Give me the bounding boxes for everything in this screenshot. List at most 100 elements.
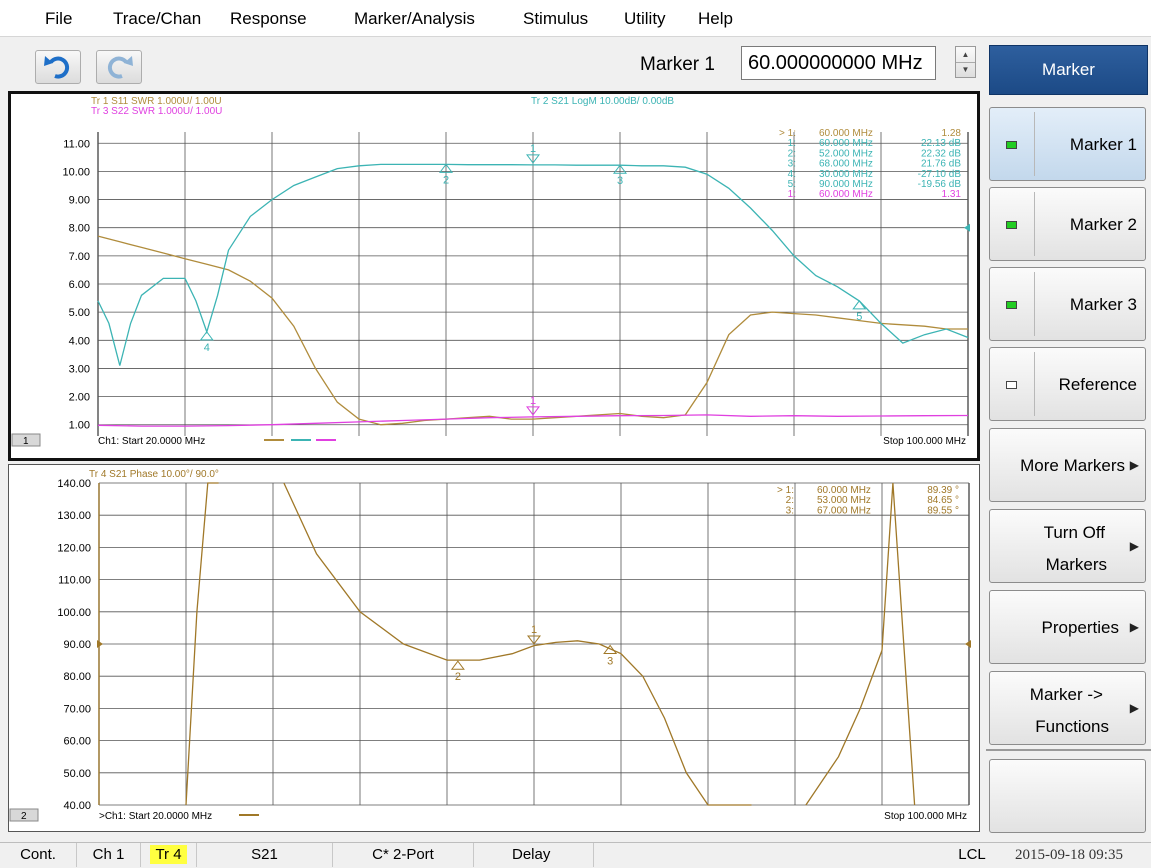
window-number: 1	[23, 436, 29, 447]
y-tick-label: 8.00	[69, 223, 90, 235]
menu-help[interactable]: Help	[698, 9, 733, 28]
y-tick-label: 5.00	[69, 307, 90, 319]
trace-title: Tr 2 S21 LogM 10.00dB/ 0.00dB	[531, 96, 674, 107]
trace-line	[881, 482, 916, 806]
status-parameter[interactable]: S21	[197, 843, 333, 867]
y-tick-label: 130.00	[57, 510, 91, 522]
submenu-arrow-icon: ▶	[1129, 539, 1139, 553]
window-number: 2	[21, 811, 27, 822]
channel-window-1[interactable]: 11.00 10.00 9.00 8.00 7.00 6.00 5.00 4.00 3.00 2.…	[8, 91, 980, 461]
y-tick-label: 60.00	[63, 736, 91, 748]
y-tick-label: 3.00	[69, 363, 90, 375]
marker-1-icon	[527, 635, 541, 645]
marker-1-icon	[526, 154, 540, 164]
y-tick-label: 6.00	[69, 279, 90, 291]
marker-table-freq: 90.000 MHz	[819, 179, 873, 190]
status-calibration[interactable]: C* 2-Port	[333, 843, 474, 867]
softkey-panel: Marker Marker 1 Marker 2 Marker 3 Refere…	[986, 37, 1151, 842]
marker-table-value: 1.28	[942, 128, 962, 139]
menu-response[interactable]: Response	[230, 9, 307, 28]
marker-number: 1	[530, 143, 536, 155]
softkey-label-line1: Marker ->	[1029, 685, 1103, 704]
marker-table-freq: 60.000 MHz	[819, 138, 873, 149]
trace-line	[805, 650, 883, 806]
menu-bar: File Trace/Chan Response Marker/Analysis…	[0, 0, 1151, 37]
spin-down-icon[interactable]: ▼	[961, 65, 970, 74]
chart-window-1: 11.0010.009.008.007.006.005.004.003.002.…	[11, 96, 970, 447]
y-tick-label: 110.00	[58, 575, 91, 587]
y-tick-label: 11.00	[63, 138, 90, 150]
marker-table-value: 84.65 °	[927, 495, 959, 506]
softkey-blank[interactable]	[989, 759, 1146, 833]
marker-table-value: 22.13 dB	[921, 138, 961, 149]
marker-number: 4	[204, 342, 210, 354]
marker-value-spinner[interactable]: ▲ ▼	[955, 46, 976, 78]
softkey-turn-off-markers[interactable]: Turn Off Markers ▶	[989, 509, 1146, 583]
marker-icon	[199, 331, 214, 341]
y-tick-label: 80.00	[63, 671, 91, 683]
softkey-reference[interactable]: Reference	[989, 347, 1146, 421]
channel-window-2[interactable]: 140.00 130.00 120.00 110.00 100.00 90.00 80.00…	[8, 464, 980, 832]
y-tick-label: 100.00	[57, 607, 91, 619]
y-tick-label: 140.00	[57, 478, 91, 490]
menu-marker-analysis[interactable]: Marker/Analysis	[354, 9, 475, 28]
spin-up-icon[interactable]: ▲	[956, 47, 975, 63]
active-trace-highlight: Tr 4	[150, 845, 187, 864]
softkey-marker-functions[interactable]: Marker -> Functions ▶	[989, 671, 1146, 745]
trace-title: Tr 4 S21 Phase 10.00°/ 90.0°	[89, 469, 219, 480]
status-sweep-mode[interactable]: Cont.	[0, 843, 77, 867]
undo-button[interactable]	[35, 50, 81, 84]
trace-title: Tr 3 S22 SWR 1.000U/ 1.00U	[91, 106, 222, 117]
separator	[1034, 272, 1035, 336]
y-tick-label: 2.00	[69, 392, 90, 404]
status-active-channel[interactable]: Ch 1	[77, 843, 141, 867]
status-spacer	[595, 843, 952, 867]
marker-table-freq: 60.000 MHz	[819, 189, 873, 200]
marker-table-num: 5:	[788, 179, 796, 190]
marker-table-freq: 60.000 MHz	[819, 128, 873, 139]
menu-file[interactable]: File	[45, 9, 73, 28]
redo-button[interactable]	[96, 50, 142, 84]
marker-table-num: > 1:	[779, 128, 796, 139]
marker-table-num: 2:	[786, 495, 794, 506]
marker-table-num: 2:	[788, 148, 796, 159]
y-tick-label: 9.00	[69, 195, 90, 207]
softkey-label-line2: Markers	[1045, 555, 1107, 574]
marker-3-on-indicator-icon	[1006, 301, 1017, 309]
trace-line	[97, 414, 969, 427]
y-tick-label: 90.00	[63, 639, 91, 651]
softkey-properties[interactable]: Properties ▶	[989, 590, 1146, 664]
softkey-marker-1[interactable]: Marker 1	[989, 107, 1146, 181]
marker-icon	[603, 644, 618, 654]
reference-level-arrow-icon	[97, 640, 103, 648]
softkey-label-line2: Functions	[1035, 717, 1109, 736]
y-tick-label: 1.00	[69, 420, 90, 432]
active-marker-label: Marker 1	[640, 54, 715, 75]
marker-table-num: 1:	[788, 138, 796, 149]
marker-number: 1	[530, 395, 536, 407]
marker-1-on-indicator-icon	[1006, 141, 1017, 149]
marker-number: 3	[617, 175, 623, 187]
marker-value-input[interactable]: 60.000000000 MHz	[741, 46, 936, 80]
status-delay[interactable]: Delay	[474, 843, 594, 867]
softkey-label: Reference	[1058, 375, 1137, 394]
menu-stimulus[interactable]: Stimulus	[523, 9, 589, 28]
marker-1-icon	[526, 406, 540, 416]
trace-line	[185, 482, 219, 806]
marker-number: 2	[455, 671, 461, 683]
menu-trace-chan[interactable]: Trace/Chan	[113, 9, 202, 28]
submenu-arrow-icon: ▶	[1129, 620, 1139, 634]
marker-table-value: 89.39 °	[927, 485, 959, 496]
submenu-arrow-icon: ▶	[1129, 701, 1139, 715]
softkey-menu-title: Marker	[989, 45, 1148, 95]
softkey-more-markers[interactable]: More Markers ▶	[989, 428, 1146, 502]
softkey-marker-2[interactable]: Marker 2	[989, 187, 1146, 261]
menu-utility[interactable]: Utility	[624, 9, 666, 28]
softkey-marker-3[interactable]: Marker 3	[989, 267, 1146, 341]
marker-2-on-indicator-icon	[1006, 221, 1017, 229]
marker-table-freq: 52.000 MHz	[819, 148, 873, 159]
separator	[1034, 192, 1035, 256]
chart-window-2: 140.00130.00120.00110.00100.0090.0080.00…	[9, 469, 971, 822]
status-active-trace[interactable]: Tr 4	[141, 843, 197, 867]
marker-table-freq: 53.000 MHz	[817, 495, 871, 506]
